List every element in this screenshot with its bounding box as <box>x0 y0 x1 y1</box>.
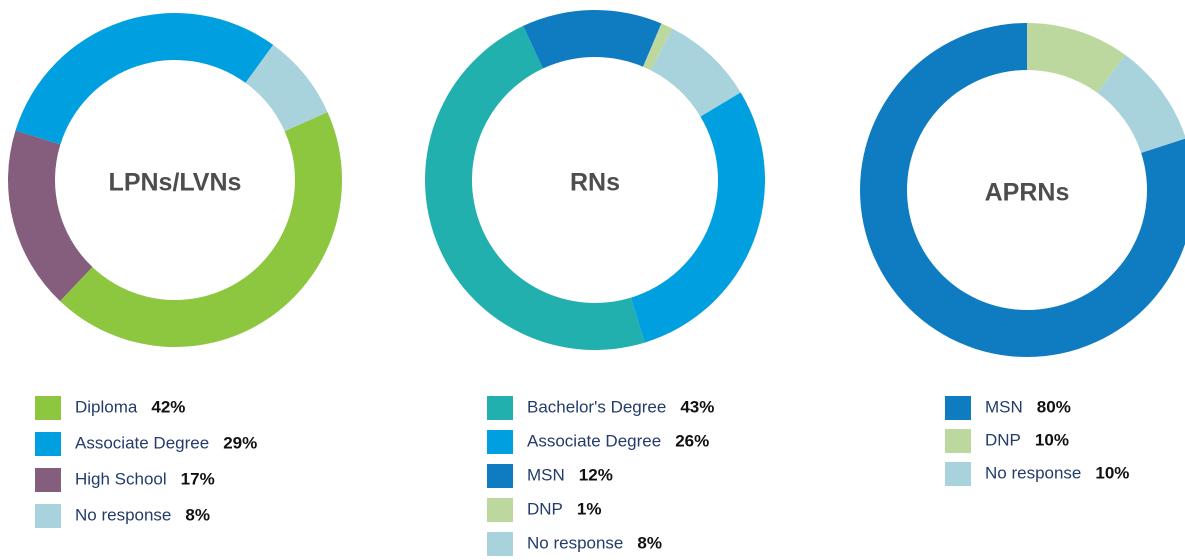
donut-segment <box>425 25 645 351</box>
legend-swatch <box>945 396 971 420</box>
donut-segment <box>630 92 766 343</box>
legend-swatch <box>487 430 513 454</box>
legend-value: 12% <box>579 465 613 484</box>
legend-label: Bachelor's Degree <box>527 397 666 416</box>
legend-label: Diploma <box>75 397 138 416</box>
donut-segment <box>1027 23 1126 93</box>
legend-swatch <box>35 504 61 528</box>
legend-swatch <box>945 429 971 453</box>
donut-segment <box>650 28 741 117</box>
legend-label: No response <box>985 463 1081 482</box>
legend-swatch <box>945 462 971 486</box>
chart-title: APRNs <box>985 179 1070 207</box>
donut-segment <box>523 9 662 69</box>
legend-swatch <box>487 464 513 488</box>
legend-swatch <box>487 396 513 420</box>
legend-value: 10% <box>1095 463 1129 482</box>
legend-value: 1% <box>577 499 602 518</box>
legend-label: No response <box>527 533 623 552</box>
legend-swatch <box>35 432 61 456</box>
chart-title: LPNs/LVNs <box>109 169 242 197</box>
legend-value: 26% <box>675 431 709 450</box>
donut-segment <box>15 13 274 145</box>
legend-value: 43% <box>680 397 714 416</box>
legend-label: Associate Degree <box>75 433 209 452</box>
legend-value: 8% <box>637 533 662 552</box>
donut-segment <box>7 130 93 302</box>
donut-segment <box>643 23 673 71</box>
legend-value: 17% <box>181 469 215 488</box>
legend-value: 10% <box>1035 430 1069 449</box>
legend-value: 8% <box>185 505 210 524</box>
legend-label: MSN <box>527 465 565 484</box>
legend-label: Associate Degree <box>527 431 661 450</box>
legend-label: DNP <box>527 499 563 518</box>
donut-segment <box>1097 54 1185 153</box>
legend-label: High School <box>75 469 167 488</box>
legend-swatch <box>487 532 513 556</box>
legend-label: DNP <box>985 430 1021 449</box>
legend-label: MSN <box>985 397 1023 416</box>
donut-segment <box>60 112 343 348</box>
legend-value: 29% <box>223 433 257 452</box>
legend-swatch <box>487 498 513 522</box>
donut-segment <box>245 44 328 132</box>
legend-value: 42% <box>151 397 185 416</box>
chart-title: RNs <box>570 169 620 197</box>
legend-swatch <box>35 468 61 492</box>
legend-value: 80% <box>1037 397 1071 416</box>
legend-swatch <box>35 396 61 420</box>
legend-label: No response <box>75 505 171 524</box>
